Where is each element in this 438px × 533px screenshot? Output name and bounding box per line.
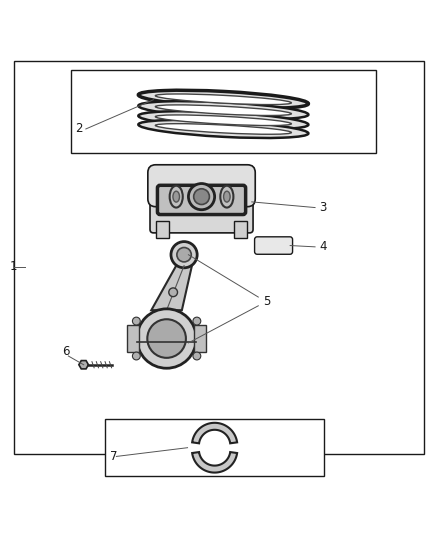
- Circle shape: [132, 317, 140, 325]
- Circle shape: [194, 189, 209, 205]
- Text: 5: 5: [263, 295, 270, 308]
- FancyBboxPatch shape: [148, 165, 255, 207]
- Ellipse shape: [173, 191, 180, 202]
- FancyBboxPatch shape: [150, 195, 253, 233]
- Text: 2: 2: [75, 123, 82, 135]
- Circle shape: [193, 317, 201, 325]
- Ellipse shape: [220, 185, 233, 207]
- FancyBboxPatch shape: [254, 237, 293, 254]
- Circle shape: [171, 241, 197, 268]
- Text: 3: 3: [319, 201, 327, 214]
- Ellipse shape: [138, 120, 308, 138]
- Polygon shape: [192, 423, 237, 443]
- FancyBboxPatch shape: [157, 185, 246, 215]
- Circle shape: [169, 288, 177, 297]
- Text: 6: 6: [62, 345, 69, 358]
- Text: 4: 4: [319, 240, 327, 253]
- Text: 1: 1: [10, 260, 17, 273]
- Ellipse shape: [155, 115, 291, 126]
- Circle shape: [137, 309, 196, 368]
- Ellipse shape: [155, 94, 291, 104]
- Bar: [155, 221, 169, 238]
- Polygon shape: [79, 361, 88, 369]
- Polygon shape: [194, 326, 206, 352]
- Circle shape: [132, 352, 140, 360]
- Polygon shape: [192, 452, 237, 473]
- Circle shape: [177, 247, 191, 262]
- Polygon shape: [151, 265, 192, 310]
- Text: 7: 7: [110, 450, 117, 463]
- Ellipse shape: [138, 111, 308, 130]
- Ellipse shape: [155, 105, 291, 116]
- Ellipse shape: [170, 185, 183, 207]
- Ellipse shape: [138, 90, 308, 108]
- Circle shape: [147, 319, 186, 358]
- Bar: [71, 70, 376, 153]
- Ellipse shape: [138, 101, 308, 119]
- Circle shape: [193, 352, 201, 360]
- Bar: [106, 419, 324, 476]
- Bar: [234, 221, 247, 238]
- Polygon shape: [127, 326, 139, 352]
- Ellipse shape: [223, 191, 230, 202]
- Ellipse shape: [155, 124, 291, 134]
- Circle shape: [188, 183, 215, 210]
